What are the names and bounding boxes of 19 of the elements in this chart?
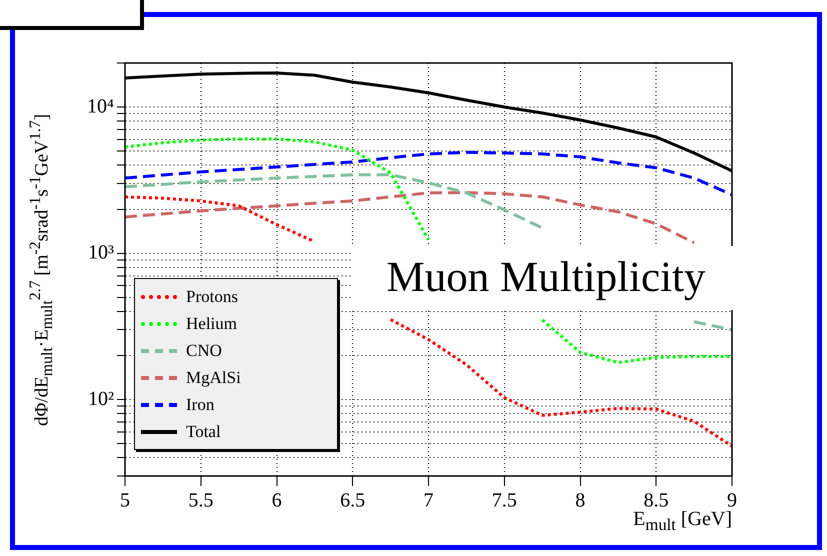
text: Muon Multiplicity [352, 246, 740, 310]
line-series [125, 191, 696, 244]
x-tick-label: 5.5 [188, 489, 214, 512]
y-tick-label: 10⁴ [87, 95, 114, 118]
legend-label: Helium [186, 314, 237, 334]
x-tick-label: 7.5 [492, 489, 517, 512]
y-tick-label: 10³ [88, 242, 114, 264]
y-tick-label: 10² [88, 388, 114, 410]
x-tick-label: 8 [575, 489, 586, 512]
legend-label: Protons [186, 286, 238, 306]
legend-label: CNO [186, 340, 222, 360]
legend-label: Iron [186, 394, 214, 414]
x-tick-label: 6 [272, 489, 282, 512]
x-tick-label: 6.5 [340, 489, 366, 512]
legend-label: MgAlSi [186, 368, 241, 388]
x-tick-label: 5 [120, 489, 130, 512]
legend-label: Total [186, 422, 221, 442]
x-tick-label: 7 [424, 489, 434, 512]
line-series [125, 150, 732, 196]
